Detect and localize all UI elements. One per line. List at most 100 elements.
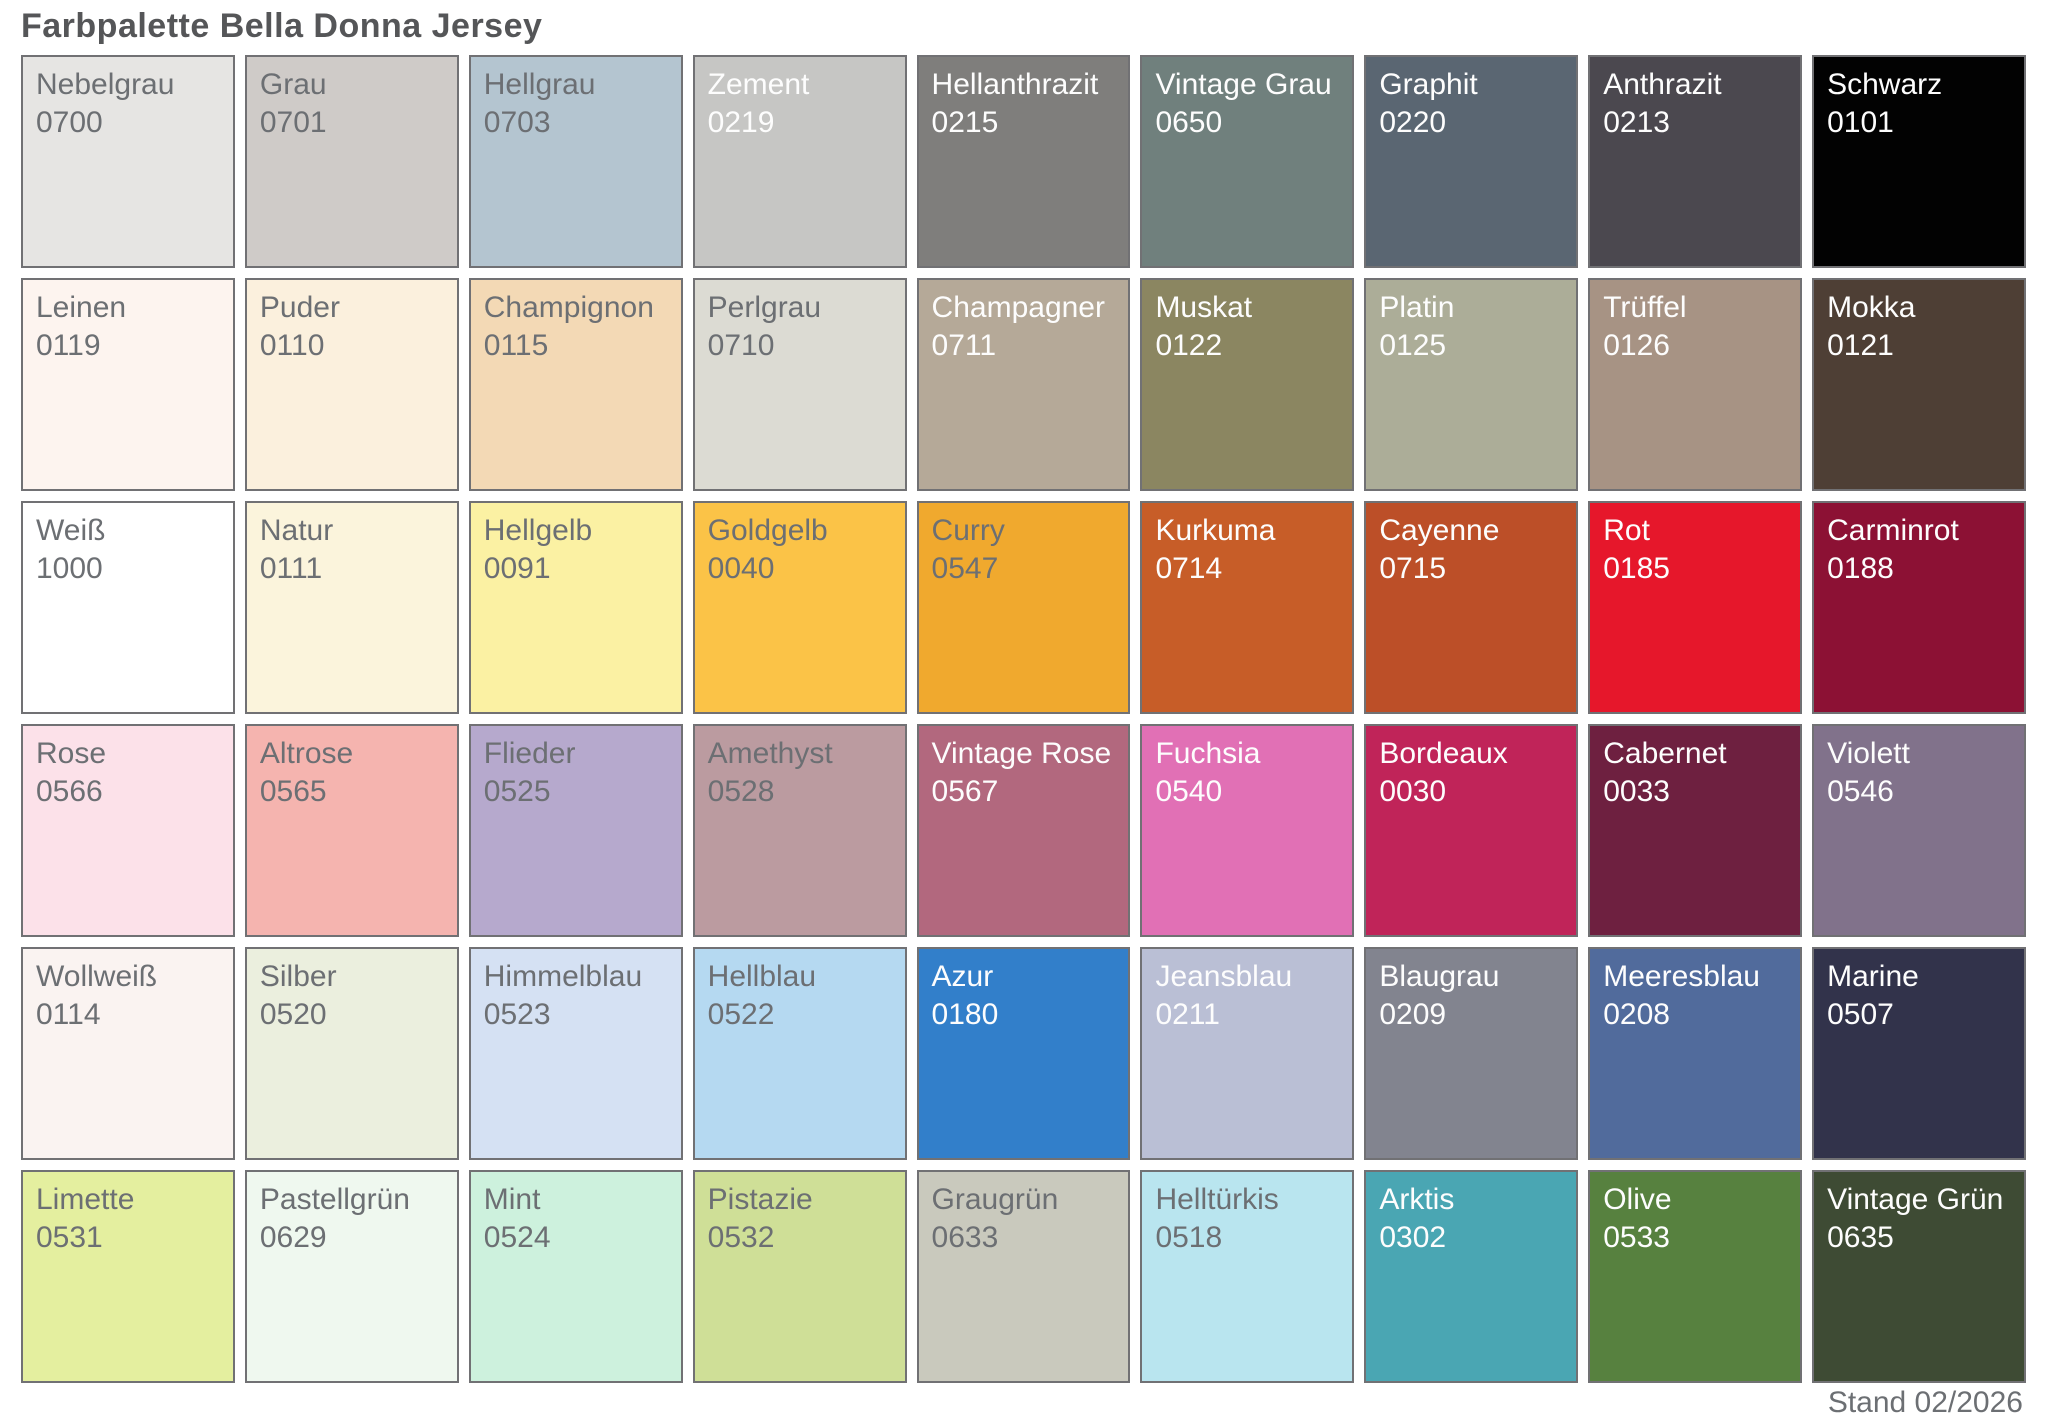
swatch-name: Perlgrau xyxy=(707,291,822,325)
swatch-name: Wollweiß xyxy=(36,960,158,994)
swatch-name: Rose xyxy=(36,737,107,771)
color-swatch-0528: Amethyst 0528 xyxy=(692,724,907,938)
swatch-name: Zement xyxy=(707,68,810,102)
color-swatch-0635: Vintage Grün 0635 xyxy=(1812,1170,2026,1384)
palette-grid: Nebelgrau 0700 Grau 0701 Hellgrau 0703 Zement 0… xyxy=(21,55,2026,1384)
swatch-code: 0700 xyxy=(36,106,103,140)
swatch-name: Arktis xyxy=(1379,1183,1455,1217)
swatch-name: Graugrün xyxy=(931,1183,1059,1217)
color-swatch-0033: Cabernet 0033 xyxy=(1588,724,1803,938)
swatch-code: 0101 xyxy=(1827,106,1894,140)
color-swatch-0188: Carminrot 0188 xyxy=(1812,501,2026,715)
color-swatch-0711: Champagner 0711 xyxy=(916,278,1131,492)
color-swatch-0507: Marine 0507 xyxy=(1812,947,2026,1161)
swatch-name: Anthrazit xyxy=(1603,68,1722,102)
swatch-code: 0715 xyxy=(1379,552,1447,586)
swatch-code: 0566 xyxy=(36,775,103,809)
swatch-code: 0522 xyxy=(707,998,775,1032)
swatch-code: 0110 xyxy=(259,329,325,363)
swatch-name: Pastellgrün xyxy=(259,1183,410,1217)
color-swatch-0701: Grau 0701 xyxy=(244,55,459,269)
swatch-name: Grau xyxy=(259,68,327,102)
color-swatch-0523: Himmelblau 0523 xyxy=(468,947,683,1161)
swatch-name: Kurkuma xyxy=(1155,514,1276,548)
swatch-code: 0540 xyxy=(1155,775,1223,809)
color-swatch-0520: Silber 0520 xyxy=(244,947,459,1161)
color-swatch-0531: Limette 0531 xyxy=(21,1170,235,1384)
swatch-code: 0215 xyxy=(931,106,999,140)
color-swatch-0215: Hellanthrazit 0215 xyxy=(916,55,1131,269)
swatch-name: Graphit xyxy=(1379,68,1478,102)
swatch-name: Nebelgrau xyxy=(36,68,175,102)
swatch-code: 0114 xyxy=(36,998,101,1032)
swatch-name: Violett xyxy=(1827,737,1910,771)
swatch-name: Champignon xyxy=(483,291,654,325)
color-swatch-0532: Pistazie 0532 xyxy=(692,1170,907,1384)
swatch-name: Mokka xyxy=(1827,291,1916,325)
color-swatch-0700: Nebelgrau 0700 xyxy=(21,55,235,269)
swatch-code: 0040 xyxy=(707,552,775,586)
color-swatch-0302: Arktis 0302 xyxy=(1364,1170,1579,1384)
color-swatch-0121: Mokka 0121 xyxy=(1812,278,2026,492)
page-title: Farbpalette Bella Donna Jersey xyxy=(21,7,543,45)
color-swatch-0522: Hellblau 0522 xyxy=(692,947,907,1161)
swatch-code: 0565 xyxy=(259,775,327,809)
color-swatch-0040: Goldgelb 0040 xyxy=(692,501,907,715)
color-swatch-0180: Azur 0180 xyxy=(916,947,1131,1161)
swatch-code: 0507 xyxy=(1827,998,1894,1032)
swatch-code: 0711 xyxy=(931,329,997,363)
color-swatch-0126: Trüffel 0126 xyxy=(1588,278,1803,492)
swatch-name: Carminrot xyxy=(1827,514,1959,548)
swatch-code: 0520 xyxy=(259,998,327,1032)
color-swatch-0703: Hellgrau 0703 xyxy=(468,55,683,269)
swatch-code: 0185 xyxy=(1603,552,1670,586)
color-swatch-0185: Rot 0185 xyxy=(1588,501,1803,715)
color-swatch-0525: Flieder 0525 xyxy=(468,724,683,938)
color-swatch-0091: Hellgelb 0091 xyxy=(468,501,683,715)
swatch-code: 0033 xyxy=(1603,775,1670,809)
color-swatch-0211: Jeansblau 0211 xyxy=(1140,947,1355,1161)
color-swatch-0110: Puder 0110 xyxy=(244,278,459,492)
color-swatch-0220: Graphit 0220 xyxy=(1364,55,1579,269)
swatch-code: 0030 xyxy=(1379,775,1447,809)
color-swatch-0209: Blaugrau 0209 xyxy=(1364,947,1579,1161)
revision-date-label: Stand 02/2026 xyxy=(1827,1386,2023,1419)
color-swatch-0111: Natur 0111 xyxy=(244,501,459,715)
swatch-name: Amethyst xyxy=(707,737,833,771)
swatch-name: Silber xyxy=(259,960,337,994)
swatch-code: 0531 xyxy=(36,1221,103,1255)
swatch-code: 0188 xyxy=(1827,552,1894,586)
swatch-name: Blaugrau xyxy=(1379,960,1500,994)
color-swatch-0518: Helltürkis 0518 xyxy=(1140,1170,1355,1384)
swatch-code: 0302 xyxy=(1379,1221,1447,1255)
color-swatch-0030: Bordeaux 0030 xyxy=(1364,724,1579,938)
swatch-name: Limette xyxy=(36,1183,135,1217)
swatch-name: Leinen xyxy=(36,291,127,325)
color-swatch-0219: Zement 0219 xyxy=(692,55,907,269)
swatch-name: Altrose xyxy=(259,737,354,771)
swatch-name: Curry xyxy=(931,514,1005,548)
swatch-code: 0219 xyxy=(707,106,775,140)
swatch-name: Marine xyxy=(1827,960,1919,994)
color-swatch-0714: Kurkuma 0714 xyxy=(1140,501,1355,715)
color-swatch-0208: Meeresblau 0208 xyxy=(1588,947,1803,1161)
swatch-name: Platin xyxy=(1379,291,1455,325)
swatch-code: 0546 xyxy=(1827,775,1894,809)
swatch-code: 0650 xyxy=(1155,106,1223,140)
swatch-code: 0518 xyxy=(1155,1221,1223,1255)
swatch-name: Jeansblau xyxy=(1155,960,1293,994)
color-swatch-0524: Mint 0524 xyxy=(468,1170,683,1384)
swatch-name: Fuchsia xyxy=(1155,737,1261,771)
swatch-name: Puder xyxy=(259,291,340,325)
swatch-code: 0209 xyxy=(1379,998,1447,1032)
swatch-name: Hellgrau xyxy=(483,68,596,102)
swatch-code: 0567 xyxy=(931,775,999,809)
swatch-code: 0523 xyxy=(483,998,551,1032)
swatch-name: Mint xyxy=(483,1183,541,1217)
swatch-name: Hellanthrazit xyxy=(931,68,1099,102)
swatch-name: Schwarz xyxy=(1827,68,1943,102)
swatch-name: Meeresblau xyxy=(1603,960,1760,994)
swatch-name: Azur xyxy=(931,960,994,994)
color-swatch-0547: Curry 0547 xyxy=(916,501,1131,715)
